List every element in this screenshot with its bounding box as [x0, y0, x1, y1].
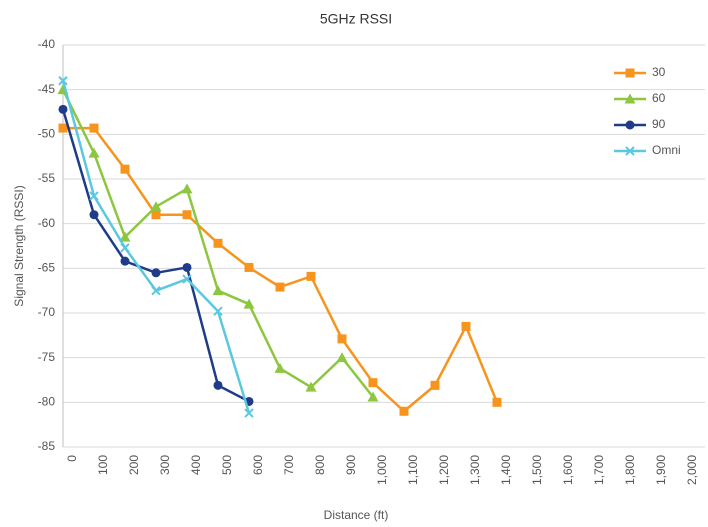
x-tick-label: 600: [251, 455, 265, 475]
x-tick-label: 1,700: [592, 455, 606, 485]
y-tick-label: -60: [38, 216, 56, 230]
x-tick-label: 1,200: [437, 455, 451, 485]
x-tick-label: 800: [313, 455, 327, 475]
legend-label: 60: [652, 91, 666, 105]
legend-label: Omni: [652, 143, 681, 157]
y-tick-label: -65: [38, 261, 56, 275]
legend-marker: [625, 120, 635, 130]
marker: [306, 271, 316, 281]
y-tick-label: -80: [38, 395, 56, 409]
marker: [336, 352, 348, 363]
marker: [213, 380, 223, 390]
marker: [182, 210, 192, 220]
x-tick-label: 1,300: [468, 455, 482, 485]
y-tick-label: -45: [38, 82, 56, 96]
marker: [274, 362, 286, 373]
x-tick-label: 900: [344, 455, 358, 475]
marker: [244, 408, 254, 418]
marker: [89, 210, 99, 220]
x-tick-label: 1,500: [530, 455, 544, 485]
marker: [275, 282, 285, 292]
x-tick-label: 1,400: [499, 455, 513, 485]
marker: [367, 391, 379, 402]
legend-marker: [625, 146, 635, 156]
marker: [119, 231, 131, 242]
marker: [182, 262, 192, 272]
legend-marker: [624, 93, 636, 104]
x-tick-label: 1,800: [623, 455, 637, 485]
marker: [182, 274, 192, 284]
marker: [151, 210, 161, 220]
x-tick-label: 1,000: [375, 455, 389, 485]
marker: [461, 321, 471, 331]
marker: [430, 380, 440, 390]
marker: [120, 256, 130, 266]
y-tick-label: -85: [38, 439, 56, 453]
y-tick-label: -40: [38, 37, 56, 51]
marker: [58, 123, 68, 133]
marker: [213, 306, 223, 316]
y-tick-label: -55: [38, 171, 56, 185]
marker: [243, 298, 255, 309]
legend-label: 90: [652, 117, 666, 131]
y-tick-label: -50: [38, 127, 56, 141]
marker: [58, 76, 68, 86]
x-tick-label: 1,900: [654, 455, 668, 485]
chart-title: 5GHz RSSI: [320, 11, 392, 27]
x-tick-label: 300: [158, 455, 172, 475]
marker: [492, 397, 502, 407]
x-tick-label: 500: [220, 455, 234, 475]
x-tick-label: 1,600: [561, 455, 575, 485]
marker: [120, 243, 130, 253]
x-tick-label: 0: [65, 455, 79, 462]
marker: [89, 123, 99, 133]
legend-label: 30: [652, 65, 666, 79]
marker: [151, 285, 161, 296]
marker: [181, 183, 193, 194]
marker: [305, 381, 317, 392]
x-tick-label: 700: [282, 455, 296, 475]
marker: [368, 378, 378, 388]
marker: [213, 238, 223, 248]
x-tick-label: 400: [189, 455, 203, 475]
x-tick-label: 200: [127, 455, 141, 475]
marker: [151, 268, 161, 278]
marker: [88, 147, 100, 158]
marker: [337, 334, 347, 344]
marker: [120, 164, 130, 174]
marker: [399, 406, 409, 416]
x-axis-label: Distance (ft): [324, 508, 389, 522]
marker: [150, 201, 162, 212]
marker: [244, 262, 254, 272]
x-tick-label: 100: [96, 455, 110, 475]
x-tick-label: 1,100: [406, 455, 420, 485]
y-tick-label: -70: [38, 305, 56, 319]
y-tick-label: -75: [38, 350, 56, 364]
marker: [58, 104, 68, 114]
marker: [212, 285, 224, 296]
marker: [89, 191, 99, 201]
legend-marker: [625, 68, 635, 78]
y-axis-label: Signal Strength (RSSI): [12, 185, 26, 306]
x-tick-label: 2,000: [685, 455, 699, 485]
